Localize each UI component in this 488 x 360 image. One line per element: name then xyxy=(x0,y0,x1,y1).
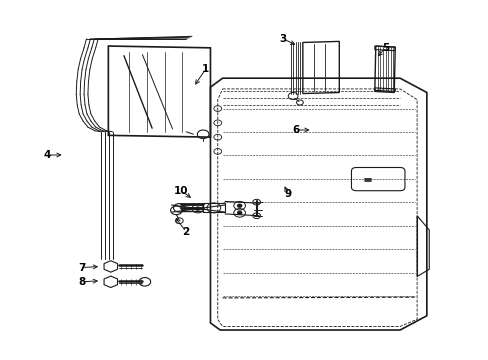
Text: 5: 5 xyxy=(381,43,388,53)
Text: 6: 6 xyxy=(291,125,299,135)
Text: 7: 7 xyxy=(78,262,85,273)
Text: 9: 9 xyxy=(284,189,291,199)
Circle shape xyxy=(237,204,242,207)
Text: 1: 1 xyxy=(202,64,209,74)
Text: 4: 4 xyxy=(44,150,51,160)
Circle shape xyxy=(237,211,242,215)
Text: 3: 3 xyxy=(279,34,286,44)
Text: 8: 8 xyxy=(78,277,85,287)
Circle shape xyxy=(195,207,200,210)
Text: 10: 10 xyxy=(174,186,188,196)
Text: 2: 2 xyxy=(182,227,189,237)
